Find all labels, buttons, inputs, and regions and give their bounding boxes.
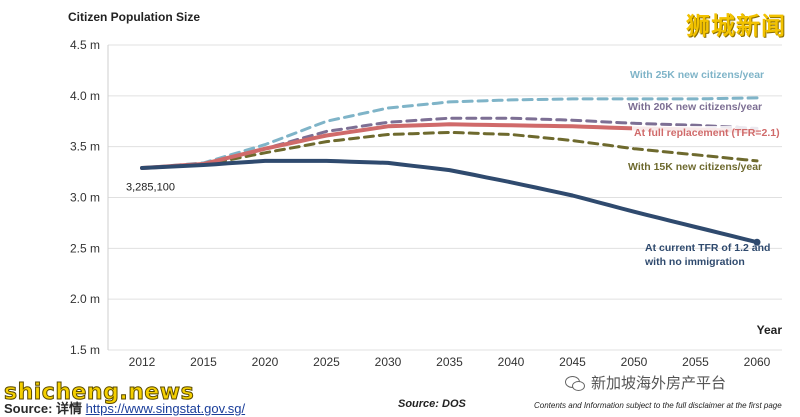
footer-dos: Source: DOS	[398, 398, 466, 410]
series-label-1: With 20K new citizens/year	[628, 101, 762, 113]
series-label-3: With 15K new citizens/year	[628, 161, 762, 173]
x-tick-label: 2015	[190, 355, 217, 369]
y-tick-label: 2.5 m	[70, 241, 100, 255]
series-label-0: With 25K new citizens/year	[630, 69, 764, 81]
x-tick-label: 2035	[436, 355, 463, 369]
y-tick-label: 4.0 m	[70, 89, 100, 103]
footer-source-link[interactable]: https://www.singstat.gov.sg/	[85, 401, 246, 416]
x-tick-label: 2012	[129, 355, 156, 369]
series-line-4	[140, 158, 759, 245]
x-axis-ticks: 2012 2015 2020 2025 2030 2035 2040 2045 2050 2055…	[129, 355, 771, 369]
y-tick-label: 3.5 m	[70, 140, 100, 154]
start-value-annotation: 3,285,100	[126, 182, 175, 194]
y-tick-label: 3.0 m	[70, 191, 100, 205]
x-tick-label: 2050	[621, 355, 648, 369]
x-tick-label: 2025	[313, 355, 340, 369]
x-tick-label: 2030	[375, 355, 402, 369]
y-tick-label: 4.5 m	[70, 38, 100, 52]
series-endpoint-marker	[753, 238, 761, 246]
series-lines	[140, 96, 761, 246]
chart-title: Citizen Population Size	[68, 10, 200, 24]
wechat-icon	[565, 375, 585, 391]
x-tick-label: 2040	[498, 355, 525, 369]
footer-source-prefix: Source: 详情	[4, 401, 83, 416]
x-tick-label: 2045	[559, 355, 586, 369]
footer-source: Source: 详情 https://www.singstat.gov.sg/	[4, 398, 245, 417]
watermark-bottom-left: shicheng.news	[3, 380, 195, 406]
y-tick-label: 2.0 m	[70, 292, 100, 306]
gridlines	[107, 44, 782, 351]
y-axis-ticks: 1.5 m 2.0 m 2.5 m 3.0 m 3.5 m 4.0 m 4.5 m	[70, 38, 100, 357]
x-tick-label: 2060	[744, 355, 771, 369]
watermark-bottom-right: 新加坡海外房产平台	[565, 372, 726, 393]
x-tick-label: 2020	[252, 355, 279, 369]
watermark-top-right: 狮城新闻	[686, 12, 786, 40]
y-tick-label: 1.5 m	[70, 343, 100, 357]
series-line-0	[140, 96, 759, 170]
series-label-2: At full replacement (TFR=2.1)	[634, 127, 780, 139]
footer-disclaimer: Contents and Information subject to the …	[534, 401, 782, 410]
series-labels: With 25K new citizens/year With 20K new c…	[628, 69, 780, 268]
series-label-bg	[632, 126, 780, 139]
x-axis-title: Year	[757, 323, 783, 337]
x-tick-label: 2055	[682, 355, 709, 369]
watermark-bottom-right-text: 新加坡海外房产平台	[591, 374, 727, 392]
series-label-4: At current TFR of 1.2 and with no immigra…	[644, 242, 770, 268]
series-line-3	[140, 130, 759, 170]
